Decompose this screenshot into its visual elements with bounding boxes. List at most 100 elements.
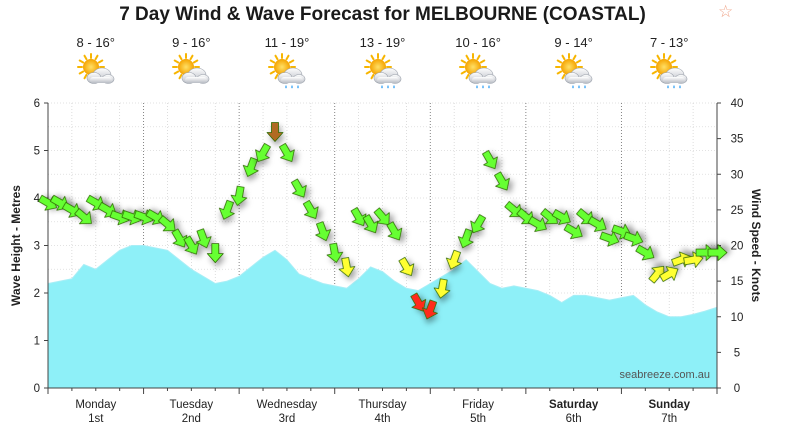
wind-arrow-shape xyxy=(563,223,583,240)
wind-arrow-shape xyxy=(255,142,271,162)
day-temp-range: 13 - 19° xyxy=(359,35,406,50)
wind-arrow-shape xyxy=(527,216,547,232)
wind-arrow xyxy=(563,223,583,240)
wind-arrow xyxy=(183,235,200,255)
wind-arrow-shape xyxy=(315,221,332,242)
right-tick-label: 10 xyxy=(731,312,744,324)
watermark: seabreeze.com.au xyxy=(620,369,711,381)
showers-icon xyxy=(459,53,497,89)
day-date-label: 3rd xyxy=(279,413,296,425)
wind-arrow xyxy=(278,142,295,162)
chart-title: 7 Day Wind & Wave Forecast for MELBOURNE… xyxy=(119,4,646,25)
star-outline-icon[interactable]: ☆ xyxy=(718,2,734,21)
right-axis-title: Wind Speed - Knots xyxy=(749,189,763,303)
day-date-label: 6th xyxy=(566,413,582,425)
wind-arrow xyxy=(206,243,224,264)
day-date-label: 2nd xyxy=(182,413,201,425)
wind-arrow xyxy=(290,178,307,198)
day-temp-range: 7 - 13° xyxy=(649,35,689,50)
right-tick-label: 15 xyxy=(731,276,744,288)
wind-arrow xyxy=(362,214,379,234)
wind-arrow-shape xyxy=(195,228,212,249)
wind-arrow-shape xyxy=(551,209,571,225)
day-temp-range: 9 - 14° xyxy=(554,35,593,50)
wind-arrow-shape xyxy=(587,216,607,232)
wind-arrow-shape xyxy=(695,244,716,262)
wind-arrow xyxy=(623,230,644,247)
wave-layer xyxy=(47,245,718,389)
wind-arrow-shape xyxy=(386,221,403,241)
wind-arrow xyxy=(470,214,487,234)
day-temp-range: 8 - 16° xyxy=(76,35,115,50)
wind-arrow-shape xyxy=(242,157,259,177)
wind-arrow xyxy=(410,292,427,312)
wind-arrow-shape xyxy=(266,122,284,142)
day-temp-range: 10 - 16° xyxy=(455,35,501,50)
showers-icon xyxy=(554,53,592,89)
wind-arrow xyxy=(230,185,248,206)
wind-arrow xyxy=(242,157,259,177)
showers-icon xyxy=(363,53,401,89)
wind-arrow-shape xyxy=(445,249,462,270)
day-label: Tuesday xyxy=(170,399,214,411)
wind-arrow-shape xyxy=(433,278,451,299)
wind-arrow xyxy=(338,257,356,278)
axis-layer: 0 1 2 3 4 5 6 0 5 10 15 20 25 30 35 40 Wave Height - Met… xyxy=(9,98,763,425)
wind-arrow xyxy=(587,216,607,232)
day-label: Thursday xyxy=(359,399,407,411)
wind-arrow-shape xyxy=(338,257,356,278)
left-tick-label: 2 xyxy=(34,288,40,300)
wind-arrow xyxy=(551,209,571,225)
left-tick-label: 5 xyxy=(34,146,40,158)
wind-arrow-shape xyxy=(290,178,307,198)
wind-arrow xyxy=(386,221,403,241)
wind-arrow-shape xyxy=(230,185,248,206)
day-label: Saturday xyxy=(549,399,599,411)
wind-arrow-shape xyxy=(218,199,235,220)
wind-arrow xyxy=(445,249,462,270)
wind-arrow-shape xyxy=(659,266,679,282)
wind-arrow xyxy=(659,266,679,282)
wave-height-area xyxy=(47,245,718,389)
showers-icon xyxy=(650,53,688,89)
wind-arrow-shape xyxy=(206,243,224,264)
left-tick-label: 4 xyxy=(34,193,41,205)
right-tick-label: 35 xyxy=(731,134,744,146)
wind-arrow-shape xyxy=(326,242,344,263)
wind-arrow xyxy=(707,244,728,262)
wind-arrow-shape xyxy=(157,215,176,232)
wind-arrow xyxy=(255,142,271,162)
wind-arrow xyxy=(494,171,510,191)
day-date-label: 4th xyxy=(375,413,391,425)
wind-layer xyxy=(38,122,728,320)
day-label: Wednesday xyxy=(257,399,318,411)
day-temp-range: 9 - 16° xyxy=(172,35,211,50)
day-date-label: 7th xyxy=(661,413,677,425)
wind-arrow-shape xyxy=(183,235,200,255)
wind-arrow xyxy=(266,122,284,142)
partly-cloudy-icon xyxy=(76,53,115,84)
right-tick-label: 40 xyxy=(731,98,744,110)
day-label: Friday xyxy=(462,399,494,411)
right-tick-label: 30 xyxy=(731,169,744,181)
wind-arrow xyxy=(695,244,716,262)
wind-arrow-shape xyxy=(410,292,427,312)
wind-arrow xyxy=(482,150,498,170)
wind-arrow xyxy=(157,215,176,232)
wind-arrow xyxy=(195,228,212,249)
wind-arrow xyxy=(422,299,438,320)
wind-arrow-shape xyxy=(470,214,487,234)
wind-arrow xyxy=(599,230,620,247)
wind-arrow xyxy=(527,216,547,232)
wind-arrow xyxy=(433,278,451,299)
wind-arrow-shape xyxy=(623,230,644,247)
wind-arrow xyxy=(373,207,390,226)
right-tick-label: 0 xyxy=(734,383,740,395)
wind-arrow-shape xyxy=(302,199,319,219)
wind-arrow xyxy=(457,228,474,249)
wind-arrow-shape xyxy=(74,208,92,225)
wind-arrow-shape xyxy=(482,150,498,170)
showers-icon xyxy=(267,53,306,89)
wind-arrow xyxy=(315,221,332,242)
